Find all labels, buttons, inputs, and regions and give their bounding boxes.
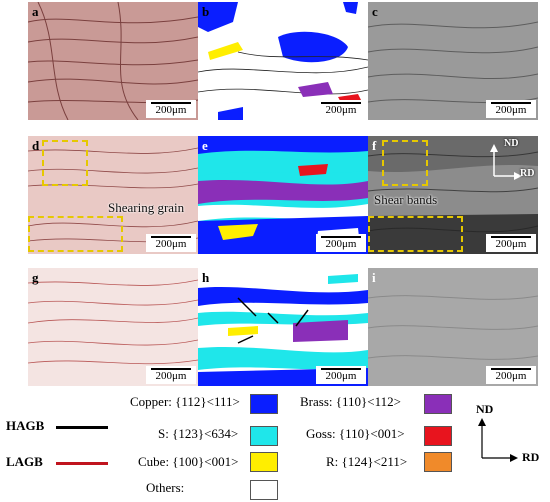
panel-label: e bbox=[202, 138, 208, 153]
annotation-shear-bands: Shear bands bbox=[374, 192, 438, 207]
panel-label: a bbox=[32, 4, 39, 19]
panel-label: b bbox=[202, 4, 210, 19]
scale-bar: 200μm bbox=[146, 100, 196, 118]
swatch-others bbox=[250, 480, 278, 500]
scale-bar: 200μm bbox=[316, 366, 366, 384]
legend-hagb-line bbox=[56, 426, 108, 429]
legend-hagb-label: HAGB bbox=[6, 418, 45, 433]
highlight-box bbox=[42, 140, 88, 186]
legend-brass: Brass: {110}<112> bbox=[300, 394, 401, 409]
swatch-s bbox=[250, 426, 278, 446]
scale-bar: 200μm bbox=[146, 366, 196, 384]
panel-h: h 200μm bbox=[198, 268, 368, 386]
swatch-r bbox=[424, 452, 452, 472]
legend-axes-icon bbox=[478, 418, 518, 462]
swatch-copper bbox=[250, 394, 278, 414]
scale-bar: 200μm bbox=[146, 234, 196, 252]
swatch-cube bbox=[250, 452, 278, 472]
panel-i: i 200μm bbox=[368, 268, 538, 386]
legend-others: Others: bbox=[146, 480, 185, 495]
legend-axis-rd: RD bbox=[522, 450, 540, 464]
panel-label: f bbox=[372, 138, 377, 153]
panel-label: h bbox=[202, 270, 210, 285]
panel-label: i bbox=[372, 270, 376, 285]
panel-g: g 200μm bbox=[28, 268, 198, 386]
scale-bar: 200μm bbox=[486, 234, 536, 252]
panel-a: a 200μm bbox=[28, 2, 198, 120]
axis-rd-label: RD bbox=[520, 168, 535, 179]
panel-f: f Shear bands ND RD 200μm bbox=[368, 136, 538, 254]
legend-lagb-line bbox=[56, 462, 108, 465]
panel-a-image bbox=[28, 2, 198, 120]
panel-label: d bbox=[32, 138, 40, 153]
legend-lagb-label: LAGB bbox=[6, 454, 43, 469]
highlight-box bbox=[382, 140, 428, 186]
panel-c: c 200μm bbox=[368, 2, 538, 120]
legend-cube: Cube: {100}<001> bbox=[138, 454, 239, 469]
panel-e-image bbox=[198, 136, 368, 254]
annotation-shearing-grain: Shearing grain bbox=[108, 200, 185, 215]
scale-bar: 200μm bbox=[316, 100, 366, 118]
panel-d: d Shearing grain 200μm bbox=[28, 136, 198, 254]
highlight-box bbox=[368, 216, 463, 252]
panel-b: b 200μm bbox=[198, 2, 368, 120]
swatch-brass bbox=[424, 394, 452, 414]
panel-e: e 200μm bbox=[198, 136, 368, 254]
legend-s: S: {123}<634> bbox=[158, 426, 239, 441]
legend-r: R: {124}<211> bbox=[326, 454, 408, 469]
legend-goss: Goss: {110}<001> bbox=[306, 426, 405, 441]
scale-bar: 200μm bbox=[486, 100, 536, 118]
panel-label: g bbox=[32, 270, 39, 285]
legend-copper: Copper: {112}<111> bbox=[130, 394, 240, 409]
axes-icon bbox=[490, 144, 522, 180]
swatch-goss bbox=[424, 426, 452, 446]
scale-bar: 200μm bbox=[316, 234, 366, 252]
axis-nd-label: ND bbox=[504, 138, 519, 149]
legend-axis-nd: ND bbox=[476, 402, 494, 416]
highlight-box bbox=[28, 216, 123, 252]
scale-bar: 200μm bbox=[486, 366, 536, 384]
panel-label: c bbox=[372, 4, 378, 19]
